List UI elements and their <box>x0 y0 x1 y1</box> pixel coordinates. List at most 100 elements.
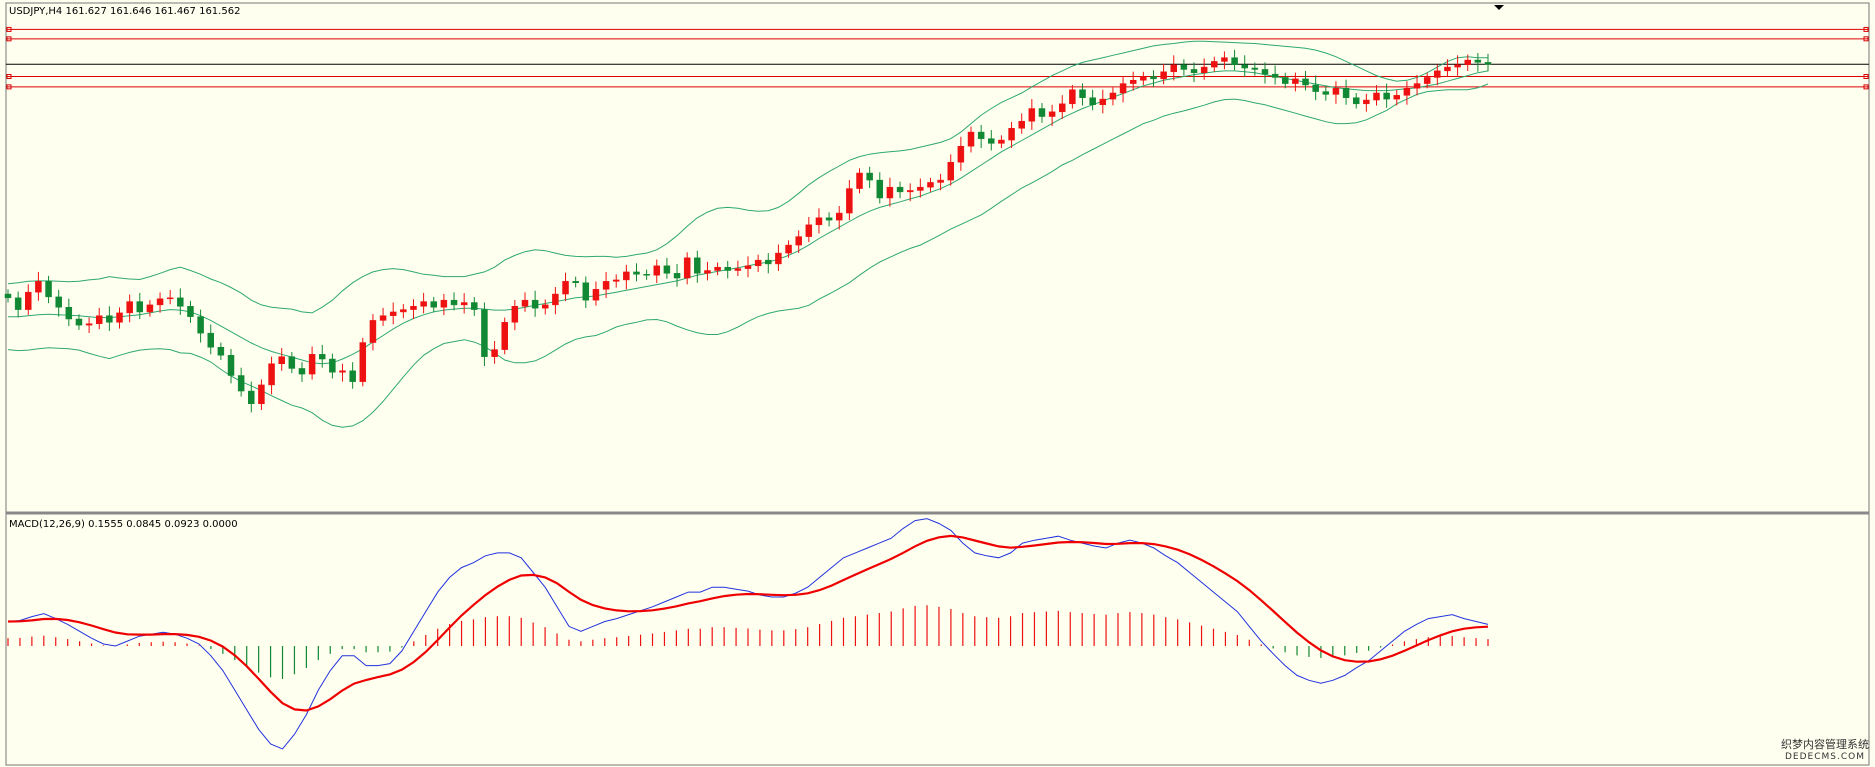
bull-candle <box>258 384 265 405</box>
bull-candle <box>1028 108 1036 122</box>
bull-candle <box>785 244 792 254</box>
bull-candle <box>1464 59 1471 65</box>
bull-candle <box>937 179 944 183</box>
bull-candle <box>967 131 975 147</box>
bull-candle <box>846 188 853 214</box>
bear-candle <box>450 299 458 306</box>
bull-candle <box>359 342 367 382</box>
bear-candle <box>177 297 184 307</box>
bear-candle <box>663 265 671 274</box>
bear-candle <box>724 266 731 271</box>
bull-candle <box>552 293 559 306</box>
bull-candle <box>612 279 620 282</box>
bear-candle <box>248 390 255 405</box>
bull-candle <box>1058 103 1066 113</box>
bull-candle <box>592 289 600 301</box>
bear-candle <box>572 281 579 283</box>
bull-candle <box>886 186 894 199</box>
bear-candle <box>14 297 22 310</box>
bull-candle <box>947 161 954 181</box>
bull-candle <box>957 145 965 163</box>
bollinger-upper-band <box>7 40 1488 314</box>
bear-candle <box>1251 67 1259 70</box>
watermark-line1: 织梦内容管理系统 <box>1781 738 1869 751</box>
level-anchor-right <box>1863 74 1869 80</box>
bull-candle <box>339 370 346 373</box>
bear-candle <box>318 354 326 360</box>
bull-candle <box>85 323 93 326</box>
bear-candle <box>1261 69 1269 75</box>
bull-candle <box>1363 99 1370 105</box>
macd-main-line <box>7 518 1489 750</box>
bear-candle <box>4 293 12 299</box>
bull-candle <box>1099 98 1107 106</box>
bull-candle <box>95 315 103 324</box>
bear-candle <box>136 301 144 313</box>
bear-candle <box>65 306 73 320</box>
bull-candle <box>856 172 863 189</box>
bear-candle <box>1282 77 1289 84</box>
bull-candle <box>146 304 154 313</box>
bull-candle <box>1200 66 1208 73</box>
bull-candle <box>734 268 742 271</box>
bear-candle <box>876 179 884 199</box>
bull-candle <box>379 315 387 321</box>
watermark-line2: DEDECMS.COM <box>1785 752 1865 762</box>
bull-candle <box>369 320 377 343</box>
bull-candle <box>1160 71 1167 80</box>
bear-candle <box>1352 97 1360 105</box>
level-anchor-left <box>6 36 12 42</box>
bollinger-middle-band <box>8 70 1489 365</box>
bull-candle <box>308 354 316 375</box>
bull-candle <box>1109 92 1117 100</box>
bear-candle <box>825 217 833 221</box>
bear-candle <box>1474 59 1482 63</box>
bull-candle <box>744 265 752 269</box>
bull-candle <box>501 322 508 350</box>
bear-candle <box>531 299 539 309</box>
bull-candle <box>511 306 519 323</box>
bear-candle <box>1322 91 1330 95</box>
bull-candle <box>521 299 529 307</box>
bear-candle <box>237 375 245 392</box>
bear-candle <box>582 282 590 301</box>
bull-candle <box>1221 57 1228 62</box>
bull-candle <box>389 311 397 316</box>
bull-candle <box>602 281 610 290</box>
watermark: 织梦内容管理系统 DEDECMS.COM <box>1781 739 1869 763</box>
bull-candle <box>420 301 427 307</box>
macd-signal-line <box>7 534 1489 712</box>
bear-candle <box>1150 76 1157 80</box>
bull-candle <box>805 224 813 237</box>
bull-candle <box>491 349 498 357</box>
bull-candle <box>998 139 1005 144</box>
bear-candle <box>643 274 650 276</box>
bull-candle <box>1413 83 1421 89</box>
bull-candle <box>754 259 762 267</box>
symbol-label: USDJPY,H4 <box>9 6 63 17</box>
bear-candle <box>1484 62 1492 65</box>
bear-candle <box>1342 88 1350 98</box>
bull-candle <box>927 182 934 188</box>
bull-candle <box>410 306 417 310</box>
bull-candle <box>440 299 448 308</box>
bull-candle <box>268 363 275 386</box>
bear-candle <box>896 186 904 193</box>
level-anchor-left <box>6 26 12 32</box>
level-anchor-right <box>1863 84 1869 90</box>
price-pane-frame <box>5 2 1870 514</box>
bull-candle <box>704 270 711 274</box>
bull-candle <box>25 291 32 310</box>
bear-candle <box>977 131 985 139</box>
bull-candle <box>1454 64 1461 68</box>
bear-candle <box>298 368 306 375</box>
bull-candle <box>542 304 549 309</box>
bull-candle <box>1119 83 1127 94</box>
bull-candle <box>1211 61 1218 68</box>
bull-candle <box>795 236 802 246</box>
bull-candle <box>906 190 914 193</box>
bull-candle <box>1018 120 1025 129</box>
bull-candle <box>1444 66 1451 72</box>
bull-candle <box>1423 77 1431 84</box>
